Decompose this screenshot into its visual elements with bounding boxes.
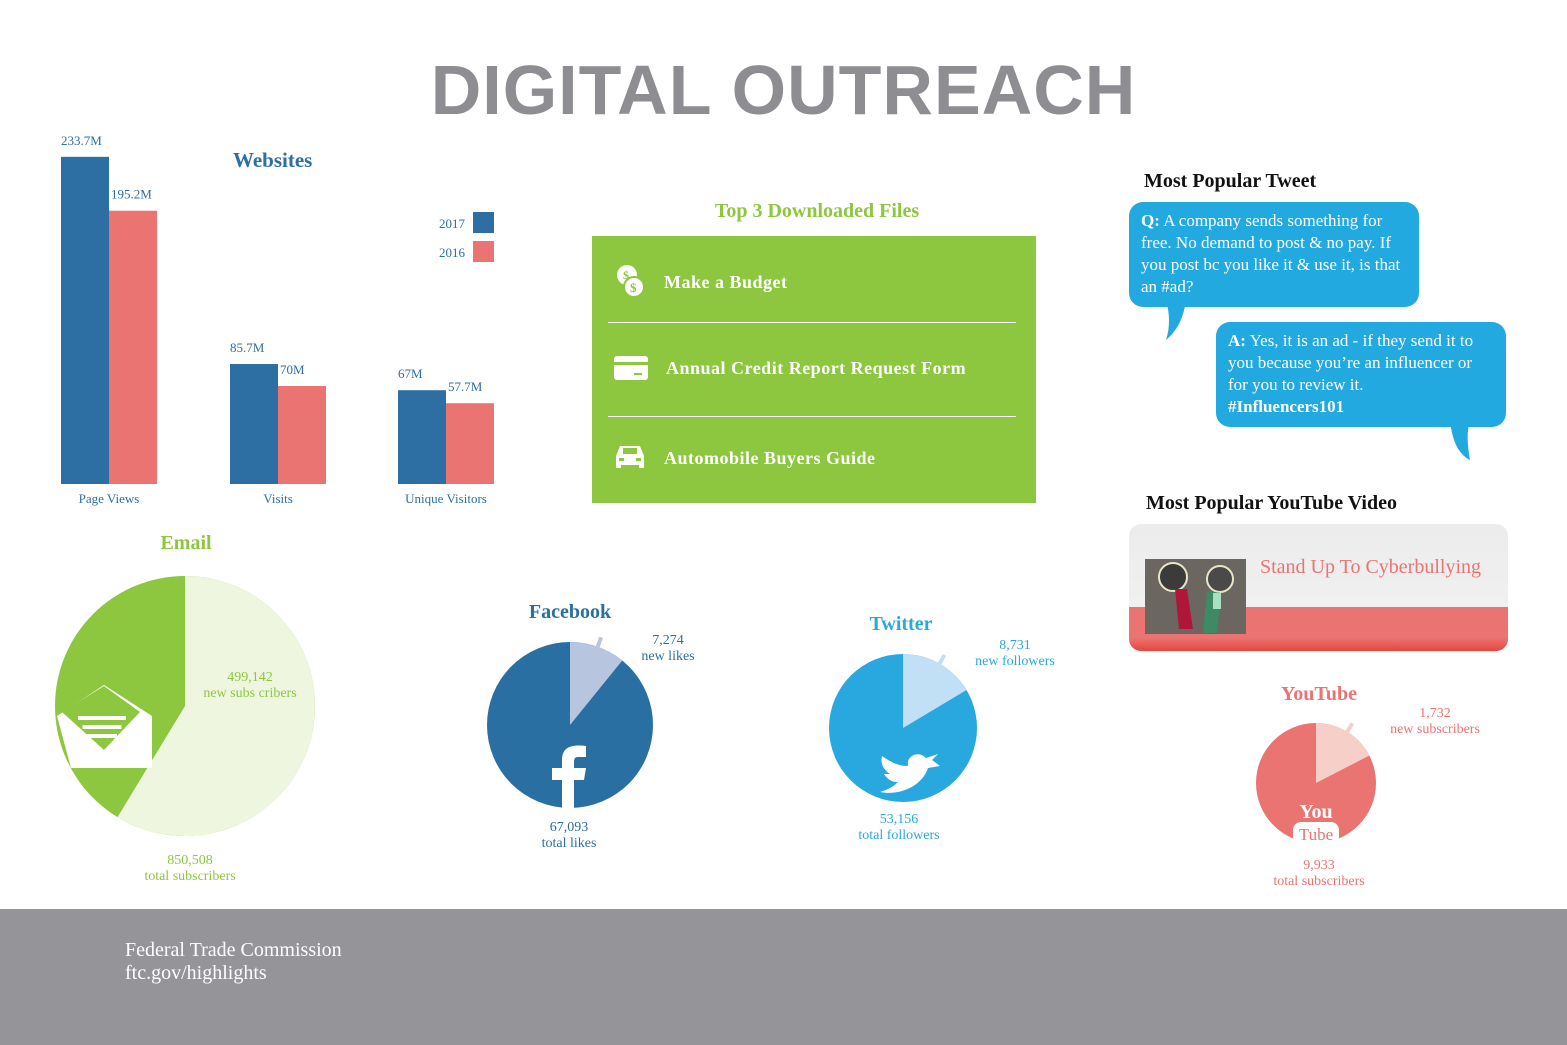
footer-url[interactable]: ftc.gov/highlights xyxy=(125,962,267,984)
coins-icon: $$ xyxy=(617,265,645,298)
download-label: Make a Budget xyxy=(664,271,788,292)
q-text: A company sends something for free. No d… xyxy=(1141,211,1401,296)
bar-value-label: 233.7M xyxy=(61,133,102,148)
download-item-credit-report[interactable]: Annual Credit Report Request Form xyxy=(592,350,1036,386)
twitter-new-label: 8,731 new followers xyxy=(975,638,1055,669)
category-label: Page Views xyxy=(79,491,140,506)
download-item-budget[interactable]: $ $ Make a Budget xyxy=(592,262,1036,302)
youtube-title: YouTube xyxy=(1281,683,1357,705)
tweet-answer-bubble: A: Yes, it is an ad - if they send it to… xyxy=(1216,322,1506,427)
twitter-total-label: 53,156 total followers xyxy=(858,812,940,843)
twitter-bird-icon xyxy=(880,754,940,793)
bar-2017 xyxy=(61,156,109,484)
facebook-new-slice xyxy=(570,642,623,725)
video-title[interactable]: Stand Up To Cyberbullying xyxy=(1260,556,1482,578)
email-new-slice xyxy=(117,576,315,837)
category-label: Visits xyxy=(263,491,293,506)
q-prefix: Q: xyxy=(1141,211,1160,230)
download-item-auto-guide[interactable]: Automobile Buyers Guide xyxy=(592,440,1036,476)
legend-swatch-2017 xyxy=(473,212,494,233)
bar-value-label: 57.7M xyxy=(448,379,483,394)
youtube-total-label: 9,933 total subscribers xyxy=(1273,858,1365,889)
a-text: Yes, it is an ad - if they send it to yo… xyxy=(1228,331,1474,394)
twitter-new-slice xyxy=(903,654,967,728)
tweet-heading: Most Popular Tweet xyxy=(1144,170,1317,192)
bar-value-label: 195.2M xyxy=(111,187,152,202)
legend-label: 2016 xyxy=(439,245,466,260)
credit-card-icon xyxy=(614,356,648,380)
leader-line xyxy=(1345,722,1355,733)
bubble-tail xyxy=(1166,300,1186,340)
facebook-new-label: 7,274 new likes xyxy=(641,633,695,664)
video-thumbnail[interactable] xyxy=(1145,559,1246,634)
bar-value-label: 85.7M xyxy=(230,340,265,355)
video-heading: Most Popular YouTube Video xyxy=(1146,492,1397,514)
facebook-icon xyxy=(552,745,586,808)
page-title: DIGITAL OUTREACH xyxy=(430,51,1137,129)
video-card[interactable]: Stand Up To Cyberbullying xyxy=(1129,524,1508,651)
hashtag[interactable]: #Influencers101 xyxy=(1228,397,1345,416)
bar-2016 xyxy=(446,403,494,484)
facebook-total-label: 67,093 total likes xyxy=(541,820,597,851)
divider xyxy=(608,416,1016,417)
leader-line xyxy=(937,653,947,665)
email-total-label: 850,508 total subscribers xyxy=(144,853,236,884)
envelope-icon xyxy=(57,685,152,768)
legend-swatch-2016 xyxy=(473,241,494,262)
a-prefix: A: xyxy=(1228,331,1246,350)
car-icon xyxy=(616,446,644,468)
bar-2017 xyxy=(230,364,278,484)
downloads-title: Top 3 Downloaded Files xyxy=(714,200,920,222)
download-label: Automobile Buyers Guide xyxy=(664,447,876,468)
bar-value-label: 67M xyxy=(398,366,423,381)
youtube-new-slice xyxy=(1316,723,1370,783)
category-label: Unique Visitors xyxy=(405,491,487,506)
websites-title: Websites xyxy=(233,148,313,172)
youtube-tube: Tube xyxy=(1299,825,1333,844)
twitter-bird xyxy=(880,754,940,793)
download-label: Annual Credit Report Request Form xyxy=(666,357,967,378)
facebook-f xyxy=(552,745,586,808)
divider xyxy=(608,322,1016,323)
bar-2016 xyxy=(109,210,157,484)
email-title: Email xyxy=(160,532,212,554)
svg-text:$: $ xyxy=(623,268,630,282)
twitter-title: Twitter xyxy=(869,613,933,635)
bar-2017 xyxy=(398,390,446,484)
footer-org: Federal Trade Commission xyxy=(125,939,342,961)
downloads-box: $ $ Make a Budget Annual Credit Report Re… xyxy=(592,236,1036,503)
bubble-tail xyxy=(1450,420,1470,460)
legend-label: 2017 xyxy=(439,216,466,231)
youtube-you: You xyxy=(1299,801,1332,823)
svg-text:$: $ xyxy=(630,280,637,295)
youtube-new-label: 1,732 new subscribers xyxy=(1390,706,1480,737)
tweet-question-bubble: Q: A company sends something for free. N… xyxy=(1129,202,1419,307)
websites-bar-chart: 233.7M 195.2M Page Views 85.7M 70M Visits 67M 5… xyxy=(61,133,494,506)
youtube-icon: You Tube xyxy=(1293,801,1339,844)
bar-2016 xyxy=(278,386,326,484)
envelope-line xyxy=(87,734,117,738)
envelope-line xyxy=(82,725,122,729)
bar-value-label: 70M xyxy=(280,362,305,377)
youtube-tube-box xyxy=(1293,822,1339,844)
envelope-line xyxy=(78,716,126,720)
footer: Federal Trade Commission ftc.gov/highlig… xyxy=(0,909,1567,1045)
email-new-label: 499,142 new subs cribers xyxy=(203,670,297,701)
leader-line xyxy=(595,636,603,648)
facebook-title: Facebook xyxy=(528,601,612,623)
social-pie-charts: You Tube xyxy=(55,576,1376,844)
